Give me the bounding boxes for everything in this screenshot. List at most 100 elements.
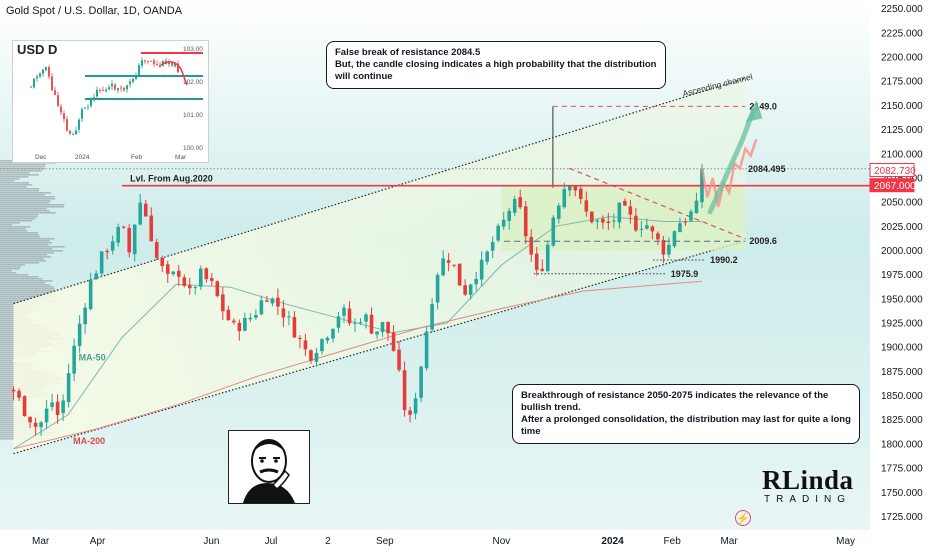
price-tick-label: 1950.000 bbox=[881, 294, 923, 305]
profile-bar bbox=[0, 264, 25, 266]
inset-candle-body bbox=[123, 87, 125, 91]
candle-body bbox=[176, 270, 181, 277]
candle-body bbox=[61, 400, 65, 414]
candle-body bbox=[612, 220, 616, 222]
candle-body bbox=[667, 244, 671, 255]
candle-body bbox=[639, 228, 644, 230]
level-label: 2084.495 bbox=[748, 164, 786, 174]
inset-candle-body bbox=[153, 60, 155, 65]
candle-body bbox=[656, 233, 660, 240]
candle-body bbox=[165, 264, 170, 274]
inset-candle-body bbox=[54, 90, 56, 95]
inset-candle-body bbox=[144, 60, 146, 62]
candle-body bbox=[623, 200, 627, 206]
profile-bar bbox=[0, 220, 33, 222]
profile-bar bbox=[0, 178, 20, 180]
candle-body bbox=[694, 200, 699, 214]
inset-candle-body bbox=[156, 63, 158, 65]
candle-body bbox=[215, 281, 220, 297]
candle-body bbox=[325, 337, 330, 341]
candle-body bbox=[556, 205, 561, 219]
profile-bar bbox=[0, 262, 40, 264]
profile-bar bbox=[0, 314, 24, 316]
candle-body bbox=[298, 337, 302, 339]
price-tag-box bbox=[869, 178, 915, 193]
logo-main-text: RLinda bbox=[762, 465, 854, 495]
price-tick-label: 2100.000 bbox=[881, 149, 923, 160]
candle-body bbox=[358, 322, 363, 324]
candle-body bbox=[507, 210, 512, 221]
inset-candle-body bbox=[36, 76, 38, 79]
candle-body bbox=[590, 211, 594, 223]
candle-body bbox=[424, 331, 429, 369]
price-tick-label: 2150.000 bbox=[881, 101, 923, 112]
candle-body bbox=[562, 189, 567, 208]
candle-body bbox=[39, 422, 43, 428]
inset-candle-body bbox=[129, 81, 131, 85]
price-axis[interactable]: 1725.000 1750.000 1775.000 1800.000 1825.000… bbox=[869, 0, 932, 550]
profile-bar bbox=[0, 242, 52, 244]
candle-body bbox=[645, 225, 649, 229]
profile-bar bbox=[0, 218, 36, 220]
descending-trendline bbox=[568, 167, 746, 240]
inset-candle-body bbox=[90, 99, 92, 107]
profile-bar bbox=[0, 292, 57, 294]
profile-bar bbox=[0, 406, 23, 408]
profile-bar bbox=[0, 290, 63, 292]
inset-candle-body bbox=[111, 83, 113, 87]
lightning-icon[interactable]: ⚡ bbox=[735, 510, 751, 526]
time-axis-bg bbox=[0, 530, 932, 550]
logo-sub-text: TRADING bbox=[764, 494, 851, 505]
candle-body bbox=[408, 410, 412, 415]
profile-bar bbox=[0, 182, 29, 184]
profile-bar bbox=[0, 240, 50, 242]
candle-body bbox=[265, 300, 269, 302]
inset-candle-body bbox=[57, 95, 59, 106]
inset-candle-body bbox=[114, 84, 116, 90]
level-label: 1990.2 bbox=[710, 255, 738, 265]
candle-body bbox=[105, 250, 109, 253]
candle-body bbox=[303, 340, 308, 350]
profile-bar bbox=[0, 254, 48, 256]
candle-body bbox=[606, 221, 611, 223]
candle-body bbox=[689, 211, 693, 221]
inset-candle-body bbox=[84, 107, 86, 109]
candle-body bbox=[540, 268, 545, 271]
inset-projection-arrow bbox=[160, 61, 188, 86]
profile-bar bbox=[0, 282, 45, 284]
candle-body bbox=[143, 203, 148, 217]
candle-body bbox=[309, 350, 313, 361]
profile-bar bbox=[0, 204, 65, 206]
candle-body bbox=[551, 217, 556, 246]
candle-body bbox=[468, 284, 473, 295]
candle-body bbox=[446, 260, 451, 263]
candle-body bbox=[198, 268, 203, 287]
profile-bar bbox=[0, 360, 13, 362]
price-tick-label: 1750.000 bbox=[881, 488, 923, 499]
price-tick-label: 1800.000 bbox=[881, 439, 923, 450]
candle-body bbox=[50, 402, 54, 407]
inset-candle-body bbox=[39, 73, 41, 77]
inset-candle-body bbox=[147, 61, 149, 62]
profile-bar bbox=[0, 256, 51, 258]
candle-body bbox=[132, 224, 137, 255]
inset-candle-body bbox=[63, 113, 65, 120]
profile-bar bbox=[0, 216, 38, 218]
profile-bar bbox=[0, 192, 51, 194]
profile-bar bbox=[0, 228, 26, 230]
candle-body bbox=[678, 223, 682, 233]
inset-candle-body bbox=[30, 86, 32, 88]
price-tick-label: 1850.000 bbox=[881, 391, 923, 402]
inset-candle-body bbox=[78, 119, 80, 130]
profile-bar bbox=[0, 246, 65, 248]
callout-false-break: False break of resistance 2084.5 But, th… bbox=[326, 41, 666, 89]
profile-bar bbox=[0, 194, 45, 196]
profile-bar bbox=[0, 402, 15, 404]
time-axis[interactable]: Mar Apr Jun Jul 2 Sep Nov 2024 Feb Mar May bbox=[0, 530, 932, 550]
candle-body bbox=[88, 279, 93, 309]
inset-tick-label: 102.00 bbox=[183, 79, 203, 86]
candle-body bbox=[160, 257, 165, 267]
price-tick-label: 2250.000 bbox=[881, 4, 923, 15]
candle-body bbox=[171, 271, 176, 275]
